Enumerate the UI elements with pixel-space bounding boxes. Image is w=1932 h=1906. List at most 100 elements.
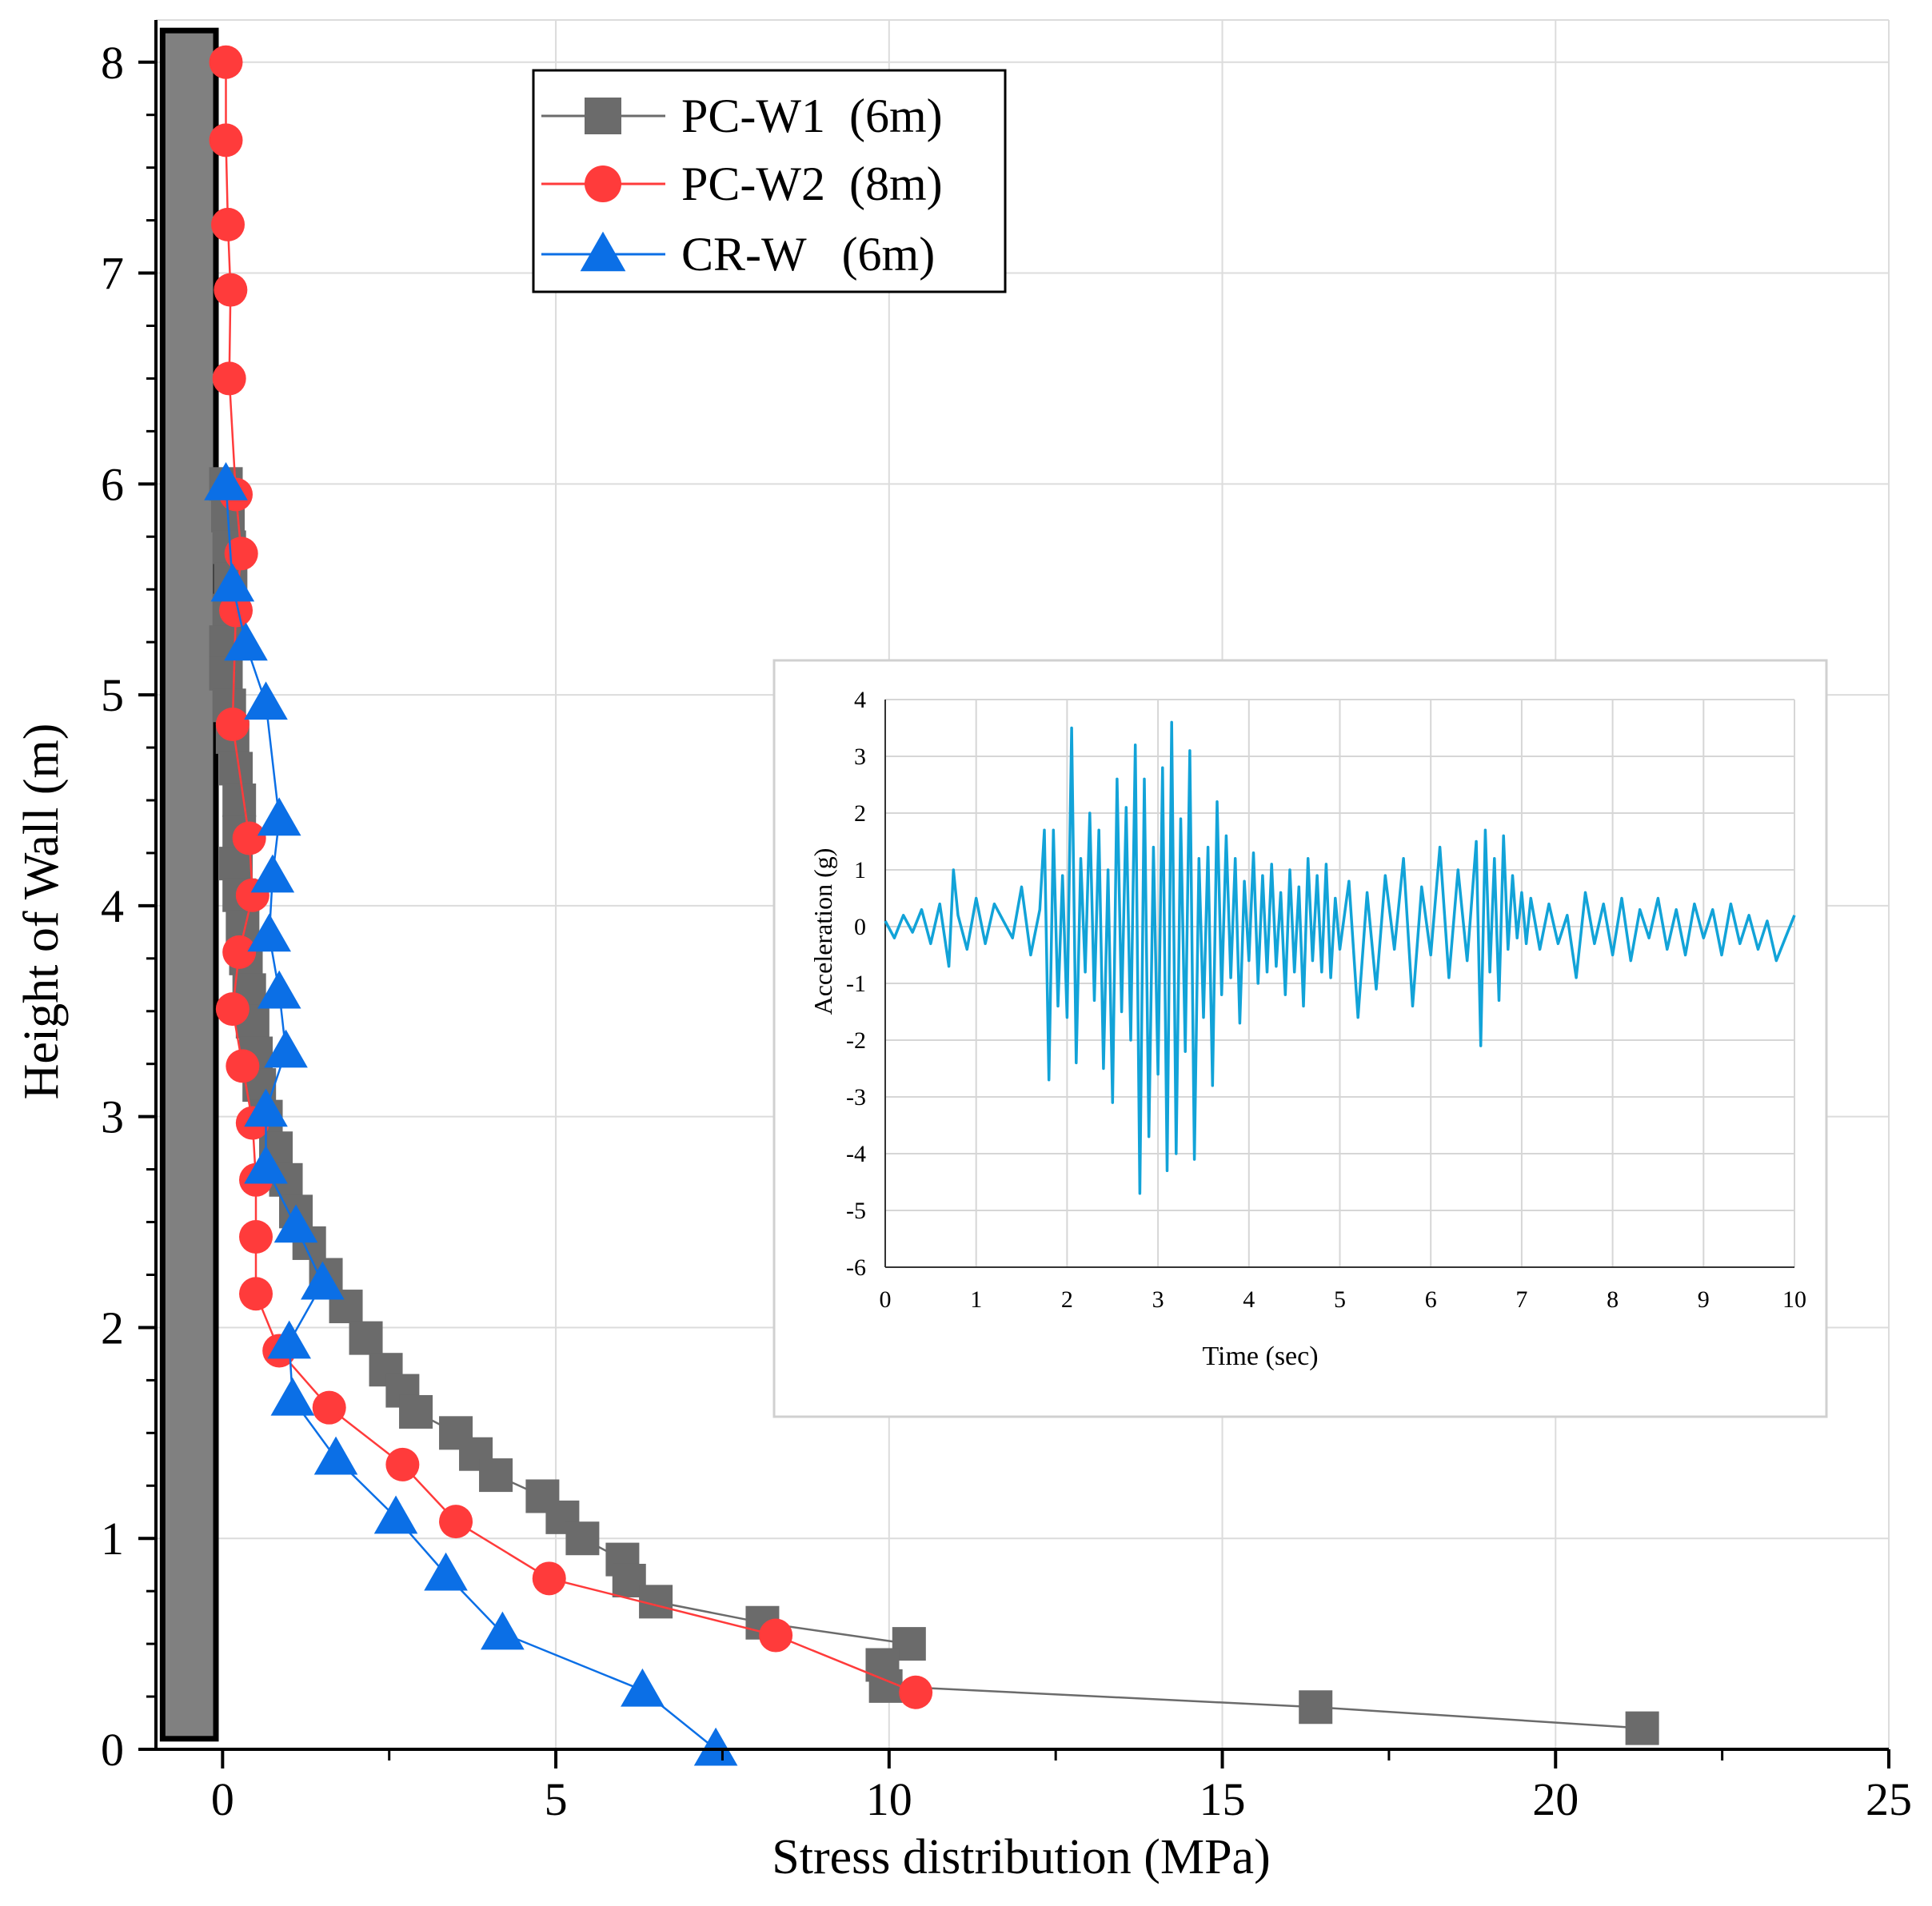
point-cr-w-20 bbox=[693, 1727, 738, 1766]
inset-x-tick-label-2: 2 bbox=[1061, 1286, 1073, 1313]
wall-rectangle bbox=[159, 27, 219, 1742]
point-pc-w1-10 bbox=[222, 783, 257, 817]
inset-y-tick-label-9: -5 bbox=[846, 1198, 866, 1224]
point-cr-w-3 bbox=[244, 681, 288, 720]
point-pc-w2-2 bbox=[211, 207, 245, 241]
inset-x-tick-label-10: 10 bbox=[1782, 1286, 1806, 1313]
main-grid bbox=[156, 19, 1890, 1749]
legend-marker-cr-w bbox=[580, 231, 626, 272]
point-pc-w2-20 bbox=[385, 1447, 420, 1481]
inset-x-tick-label-0: 0 bbox=[880, 1286, 892, 1313]
wall-column bbox=[159, 27, 219, 1742]
inset-y-tick-label-7: -3 bbox=[846, 1084, 866, 1111]
point-cr-w-7 bbox=[257, 970, 301, 1009]
point-pc-w2-6 bbox=[224, 536, 258, 571]
legend-marker-pc-w1 bbox=[585, 98, 621, 134]
x-tick-label-1: 5 bbox=[545, 1773, 568, 1825]
y-tick-label-8: 8 bbox=[101, 37, 124, 89]
inset-y-tick-label-1: 3 bbox=[854, 744, 866, 770]
point-pc-w2-23 bbox=[759, 1618, 793, 1653]
point-cr-w-10 bbox=[244, 1145, 288, 1184]
point-cr-w-2 bbox=[224, 622, 268, 661]
inset-x-tick-label-4: 4 bbox=[1243, 1286, 1255, 1313]
point-pc-w2-11 bbox=[222, 935, 257, 969]
point-cr-w-16 bbox=[373, 1495, 418, 1534]
y-tick-label-1: 1 bbox=[101, 1513, 124, 1565]
inset-frame bbox=[772, 659, 1828, 1418]
acceleration-series-line bbox=[884, 720, 1796, 1195]
point-cr-w-19 bbox=[621, 1668, 665, 1707]
inset-y-tick-label-4: 0 bbox=[854, 914, 866, 940]
x-tick-label-4: 20 bbox=[1532, 1773, 1579, 1825]
y-tick-label-0: 0 bbox=[101, 1724, 124, 1776]
inset-x-axis-label: Time (sec) bbox=[1202, 1342, 1318, 1371]
point-pc-w2-16 bbox=[239, 1220, 273, 1254]
series-cr-w bbox=[204, 462, 738, 1766]
y-tick-label-7: 7 bbox=[101, 248, 124, 300]
point-pc-w2-12 bbox=[215, 992, 249, 1027]
point-pc-w2-7 bbox=[219, 593, 253, 628]
point-pc-w1-30 bbox=[399, 1394, 433, 1429]
point-pc-w2-9 bbox=[232, 821, 266, 855]
point-cr-w-17 bbox=[424, 1552, 468, 1591]
point-cr-w-13 bbox=[267, 1320, 311, 1359]
x-tick-label-5: 25 bbox=[1866, 1773, 1912, 1825]
legend-items bbox=[541, 98, 665, 272]
inset-y-tick-label-3: 1 bbox=[854, 857, 866, 883]
inset-x-tick-label-5: 5 bbox=[1334, 1286, 1346, 1313]
x-tick-label-0: 0 bbox=[211, 1773, 234, 1825]
point-cr-w-0 bbox=[204, 462, 248, 500]
x-tick-label-3: 15 bbox=[1200, 1773, 1246, 1825]
point-cr-w-6 bbox=[247, 913, 291, 952]
y-tick-label-6: 6 bbox=[101, 458, 124, 510]
legend-label-pc-w2: PC-W2 (8m) bbox=[681, 158, 943, 210]
inset-y-tick-label-6: -2 bbox=[846, 1027, 866, 1054]
point-cr-w-14 bbox=[270, 1377, 315, 1416]
inset-y-tick-label-5: -1 bbox=[846, 971, 866, 997]
point-cr-w-5 bbox=[250, 854, 295, 893]
point-pc-w2-19 bbox=[312, 1390, 346, 1425]
point-pc-w2-0 bbox=[209, 45, 243, 79]
inset-x-tick-label-1: 1 bbox=[970, 1286, 982, 1313]
legend-label-cr-w: CR-W (6m) bbox=[681, 228, 935, 281]
inset-y-tick-label-8: -4 bbox=[846, 1141, 866, 1167]
point-pc-w2-1 bbox=[209, 123, 243, 158]
point-pc-w2-24 bbox=[899, 1675, 933, 1709]
point-pc-w2-13 bbox=[226, 1049, 260, 1083]
point-pc-w2-3 bbox=[214, 273, 248, 307]
point-cr-w-15 bbox=[313, 1436, 358, 1475]
point-cr-w-1 bbox=[210, 563, 255, 602]
point-cr-w-11 bbox=[273, 1204, 318, 1243]
x-tick-label-2: 10 bbox=[866, 1773, 912, 1825]
x-axis-label: Stress distribution (MPa) bbox=[772, 1830, 1270, 1884]
inset-x-tick-label-9: 9 bbox=[1698, 1286, 1710, 1313]
y-tick-label-2: 2 bbox=[101, 1302, 124, 1354]
point-cr-w-18 bbox=[481, 1611, 525, 1650]
point-pc-w2-22 bbox=[532, 1561, 566, 1596]
y-tick-label-3: 3 bbox=[101, 1091, 124, 1143]
point-cr-w-9 bbox=[244, 1088, 288, 1127]
point-pc-w1-6 bbox=[209, 656, 243, 691]
y-tick-label-4: 4 bbox=[101, 880, 124, 932]
legend-label-pc-w1: PC-W1 (6m) bbox=[681, 90, 943, 142]
point-cr-w-4 bbox=[257, 797, 301, 836]
point-pc-w1-36 bbox=[565, 1521, 600, 1556]
point-pc-w2-17 bbox=[239, 1277, 273, 1311]
series-layer bbox=[204, 45, 1659, 1766]
point-pc-w2-4 bbox=[212, 361, 246, 396]
inset-x-tick-label-8: 8 bbox=[1607, 1286, 1619, 1313]
point-pc-w2-21 bbox=[439, 1505, 473, 1539]
inset-x-tick-label-7: 7 bbox=[1515, 1286, 1527, 1313]
legend-marker-pc-w2 bbox=[585, 165, 621, 202]
point-pc-w1-45 bbox=[1625, 1711, 1659, 1745]
y-axis-label: Height of Wall (m) bbox=[14, 724, 69, 1100]
point-pc-w2-8 bbox=[215, 708, 249, 742]
point-cr-w-12 bbox=[301, 1261, 345, 1300]
inset-x-tick-label-3: 3 bbox=[1152, 1286, 1164, 1313]
inset-y-axis-label: Acceleration (g) bbox=[808, 848, 837, 1015]
inset-x-tick-label-6: 6 bbox=[1425, 1286, 1437, 1313]
